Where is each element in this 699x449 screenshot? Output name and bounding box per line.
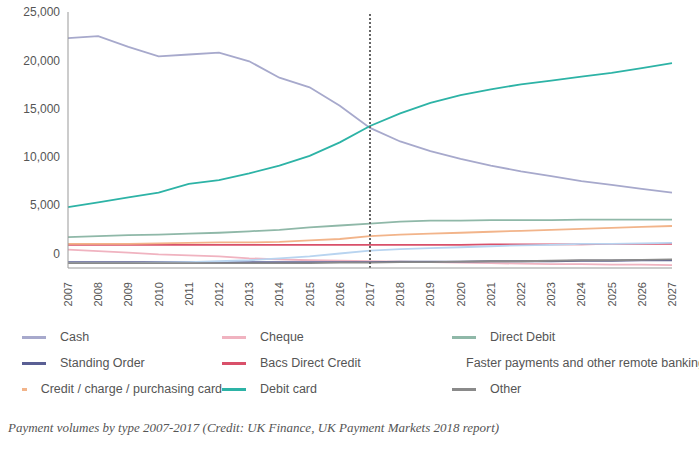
svg-text:2011: 2011 <box>183 282 195 306</box>
svg-text:2026: 2026 <box>636 282 648 306</box>
svg-text:2014: 2014 <box>273 282 285 306</box>
html-text:Payment volumes by type 2007-2: Payment volumes by type 2007-2017 (Credi… <box>8 420 500 435</box>
html-text:Other: Other <box>490 382 522 396</box>
svg-text:2025: 2025 <box>606 282 618 306</box>
svg-text:5,000: 5,000 <box>30 198 60 212</box>
svg-text:15,000: 15,000 <box>23 102 60 116</box>
svg-text:10,000: 10,000 <box>23 150 60 164</box>
html-text:Cash: Cash <box>60 330 90 344</box>
svg-text:2021: 2021 <box>485 282 497 306</box>
svg-text:2019: 2019 <box>424 282 436 306</box>
svg-text:25,000: 25,000 <box>23 5 60 19</box>
svg-text:2017: 2017 <box>364 282 376 306</box>
html-text:Credit / charge / purchasing c: Credit / charge / purchasing card <box>40 382 222 396</box>
svg-text:2008: 2008 <box>92 282 104 306</box>
svg-text:2024: 2024 <box>575 282 587 306</box>
svg-text:2020: 2020 <box>455 282 467 306</box>
html-text:Standing Order: Standing Order <box>60 356 145 370</box>
svg-text:2009: 2009 <box>122 282 134 306</box>
svg-text:2022: 2022 <box>515 282 527 306</box>
svg-text:0: 0 <box>53 247 60 261</box>
svg-text:2027: 2027 <box>666 282 678 306</box>
svg-text:20,000: 20,000 <box>23 54 60 68</box>
html-text:Cheque: Cheque <box>260 330 304 344</box>
svg-text:2010: 2010 <box>153 282 165 306</box>
html-text:Debit card: Debit card <box>260 382 317 396</box>
svg-text:2007: 2007 <box>62 282 74 306</box>
svg-text:2013: 2013 <box>243 282 255 306</box>
svg-text:2015: 2015 <box>304 282 316 306</box>
html-text:Direct Debit: Direct Debit <box>490 330 556 344</box>
svg-text:2012: 2012 <box>213 282 225 306</box>
svg-text:2023: 2023 <box>545 282 557 306</box>
html-text:Bacs Direct Credit: Bacs Direct Credit <box>260 356 361 370</box>
svg-text:2016: 2016 <box>334 282 346 306</box>
svg-text:2018: 2018 <box>394 282 406 306</box>
